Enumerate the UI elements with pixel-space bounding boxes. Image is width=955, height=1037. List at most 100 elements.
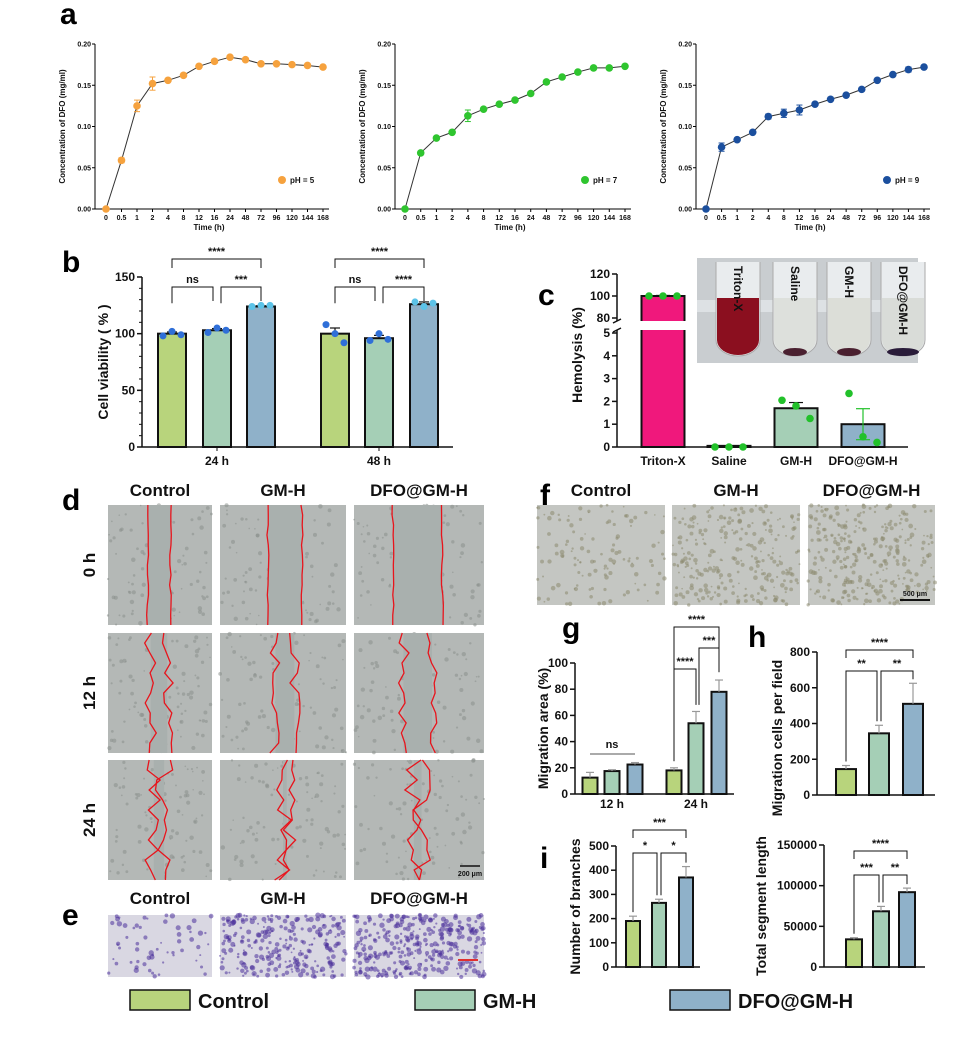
cell: [904, 541, 907, 545]
cell: [889, 526, 894, 531]
cell: [381, 536, 384, 539]
cell: [321, 923, 327, 929]
x-tick-label: 24 h: [205, 454, 229, 468]
cell: [308, 659, 310, 662]
cell: [474, 680, 477, 683]
cell: [197, 930, 204, 936]
significance-label: ns: [186, 274, 199, 286]
cell: [354, 914, 360, 920]
cell: [198, 850, 203, 854]
cell: [117, 637, 120, 640]
cell: [186, 925, 192, 931]
cell: [357, 951, 363, 957]
cell: [180, 856, 184, 859]
cell: [203, 550, 208, 555]
cell: [288, 936, 293, 941]
cell: [447, 927, 452, 932]
cell: [384, 971, 389, 976]
cell: [734, 507, 737, 510]
cell: [389, 916, 394, 922]
cell: [818, 579, 823, 584]
cell: [264, 921, 267, 924]
cell: [233, 578, 238, 582]
cell: [124, 767, 127, 770]
cell: [607, 519, 612, 524]
cell: [322, 914, 327, 919]
x-tick-label: 144: [603, 215, 615, 222]
cell: [885, 567, 888, 570]
y-tick-label: 400: [790, 717, 810, 731]
cell: [306, 791, 309, 794]
cell: [752, 546, 757, 551]
cell: [120, 794, 123, 797]
cell: [778, 517, 782, 520]
cell: [270, 793, 274, 797]
cell: [374, 952, 377, 955]
cell: [789, 579, 793, 584]
cell: [719, 577, 722, 580]
cell: [731, 519, 735, 523]
cell: [310, 966, 315, 971]
cell: [543, 600, 546, 603]
cell: [655, 590, 660, 595]
cell: [359, 594, 363, 597]
cell: [392, 970, 396, 974]
cell: [406, 760, 409, 762]
panel-label-d: d: [62, 484, 80, 517]
cell: [372, 553, 377, 558]
significance-label: ns: [349, 274, 362, 286]
cell: [328, 584, 332, 588]
cell: [412, 917, 416, 921]
cell: [355, 861, 360, 866]
cell: [724, 541, 727, 544]
cell: [273, 788, 276, 791]
cell: [385, 937, 390, 943]
cell: [240, 939, 244, 943]
cell: [341, 918, 346, 923]
cell: [312, 711, 317, 715]
cell: [409, 931, 414, 936]
cell: [797, 513, 801, 517]
cell: [236, 917, 240, 921]
cell: [358, 648, 363, 653]
cell: [898, 535, 902, 539]
cell: [808, 524, 813, 529]
cell: [359, 967, 362, 970]
cell: [352, 965, 356, 970]
cell: [431, 673, 436, 677]
cell: [355, 725, 359, 730]
wound-edge-line: [300, 504, 304, 626]
cell: [425, 859, 428, 862]
x-tick-label: 16: [811, 215, 819, 222]
cell: [227, 938, 232, 943]
cell: [825, 538, 829, 542]
cell: [703, 528, 708, 533]
cell: [444, 927, 449, 932]
cell: [408, 965, 412, 970]
cell: [388, 934, 391, 937]
cell: [774, 538, 778, 542]
cell: [882, 559, 886, 563]
cell: [689, 574, 693, 579]
cell: [313, 519, 316, 522]
data-point: [331, 330, 339, 338]
cell: [813, 570, 818, 576]
cell: [360, 687, 366, 692]
cell: [597, 601, 602, 606]
cell: [250, 776, 254, 780]
cell: [856, 513, 861, 518]
cell: [740, 527, 744, 531]
y-axis-label: Migration area (%): [535, 668, 551, 789]
cell: [536, 577, 540, 581]
cell: [636, 588, 640, 592]
cell: [446, 940, 451, 946]
cell: [209, 869, 213, 873]
cell: [459, 509, 463, 513]
cell: [459, 687, 464, 693]
cell: [146, 868, 149, 871]
sediment: [887, 348, 919, 356]
cell: [117, 916, 121, 919]
cell: [435, 922, 438, 925]
cell: [314, 960, 317, 963]
data-point: [177, 331, 185, 339]
